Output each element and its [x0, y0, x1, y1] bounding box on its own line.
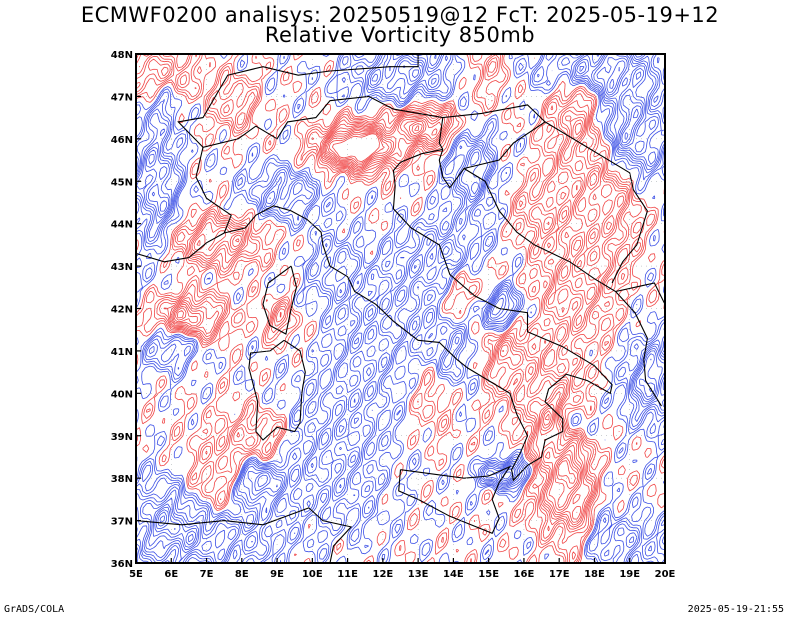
positive-vorticity-contour: [175, 119, 581, 513]
y-tick-label: 47N: [111, 92, 133, 103]
africa-coastline: [136, 507, 353, 563]
negative-vorticity-contour: [148, 66, 655, 546]
negative-vorticity-contour: [136, 54, 665, 563]
map-background: [136, 54, 665, 563]
x-tick-label: 10E: [302, 569, 323, 580]
corsica-coastline: [262, 265, 298, 335]
positive-vorticity-contour: [170, 66, 627, 528]
vorticity-contours: [136, 54, 665, 563]
map-title: ECMWF0200 analisys: 20250519@12 FcT: 202…: [80, 3, 720, 27]
y-tick-label: 37N: [111, 517, 133, 528]
grid-lines: [136, 54, 665, 563]
italy-peninsula-coastline: [224, 148, 613, 482]
positive-vorticity-contour: [172, 116, 613, 523]
y-tick-label: 46N: [111, 135, 133, 146]
x-axis-ticks: 5E 6E 7E 8E 9E 10E 11E 12E 13E 14E 15E 16E 17E 18E 19E…: [129, 558, 676, 580]
negative-vorticity-contour: [136, 54, 665, 561]
positive-vorticity-contour: [136, 54, 665, 563]
y-tick-label: 41N: [111, 347, 133, 358]
x-tick-label: 8E: [235, 569, 249, 580]
negative-vorticity-contour: [136, 54, 665, 563]
positive-vorticity-contour: [136, 54, 665, 563]
x-tick-label: 13E: [408, 569, 429, 580]
x-tick-label: 18E: [584, 569, 605, 580]
y-tick-label: 43N: [111, 262, 133, 273]
y-tick-label: 36N: [111, 559, 133, 570]
positive-vorticity-contour: [173, 117, 583, 520]
france-coastline: [136, 232, 225, 263]
balkan-coastline: [438, 149, 662, 407]
croatia-bosnia-border: [544, 121, 649, 284]
x-tick-label: 16E: [514, 569, 535, 580]
alpine-borders-north: [177, 54, 419, 148]
x-tick-label: 14E: [443, 569, 464, 580]
y-tick-label: 45N: [111, 177, 133, 188]
y-tick-label: 38N: [111, 474, 133, 485]
y-tick-label: 48N: [111, 50, 133, 61]
negative-vorticity-contour: [142, 57, 663, 551]
positive-vorticity-contour: [171, 114, 625, 526]
y-axis-ticks: 36N 37N 38N 39N 40N 41N 42N 43N 44N 45N 46N 47N 48N: [111, 50, 141, 570]
x-tick-label: 5E: [129, 569, 143, 580]
map-subtitle: Relative Vorticity 850mb: [264, 23, 536, 47]
sicily-coastline: [398, 465, 512, 535]
negative-vorticity-contour: [136, 54, 665, 563]
albania-border: [615, 282, 665, 306]
x-tick-label: 7E: [200, 569, 214, 580]
x-tick-label: 17E: [549, 569, 570, 580]
x-tick-label: 20E: [655, 569, 676, 580]
x-tick-label: 9E: [270, 569, 284, 580]
negative-vorticity-contour: [146, 60, 657, 548]
positive-vorticity-contour: [160, 61, 628, 532]
sardinia-coastline: [248, 339, 306, 441]
x-tick-label: 15E: [478, 569, 499, 580]
positive-vorticity-contour: [177, 121, 580, 509]
x-tick-label: 12E: [372, 569, 393, 580]
x-tick-label: 19E: [619, 569, 640, 580]
y-tick-label: 42N: [111, 305, 133, 316]
grads-credit: GrADS/COLA: [4, 604, 65, 615]
positive-vorticity-contour: [328, 123, 579, 490]
y-tick-label: 40N: [111, 389, 133, 400]
italy-alpine-border: [195, 95, 444, 234]
y-tick-label: 44N: [111, 220, 133, 231]
coastlines: [136, 54, 665, 563]
x-tick-label: 11E: [337, 569, 358, 580]
negative-vorticity-contour: [159, 515, 165, 523]
x-tick-label: 6E: [164, 569, 178, 580]
y-tick-label: 39N: [111, 432, 133, 443]
render-timestamp: 2025-05-19-21:55: [687, 604, 784, 615]
positive-vorticity-contour: [332, 125, 576, 484]
negative-vorticity-contour: [155, 108, 652, 543]
